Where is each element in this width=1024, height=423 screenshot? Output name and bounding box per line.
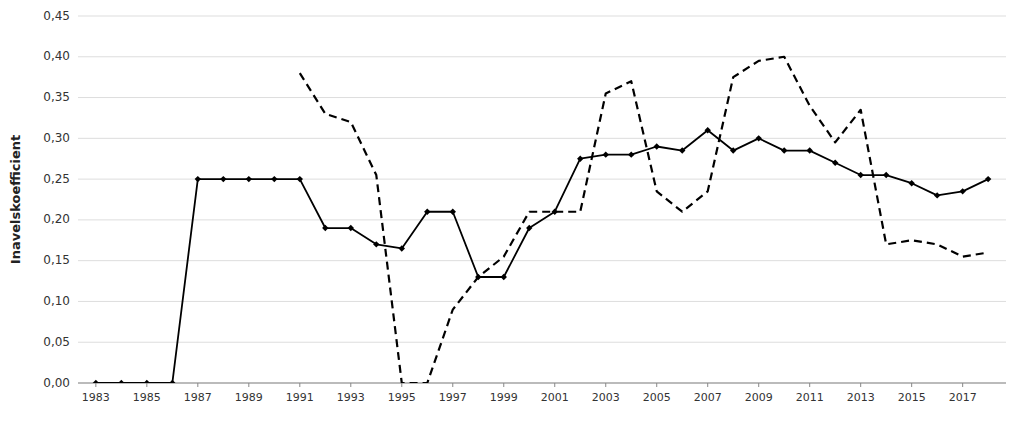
x-tick (911, 383, 912, 387)
series-marker (756, 135, 762, 141)
series-marker (603, 151, 609, 157)
grid-line (78, 383, 1006, 384)
x-tick (452, 383, 453, 387)
series-marker (195, 176, 201, 182)
series-marker (450, 209, 456, 215)
x-tick-label: 1993 (337, 391, 365, 404)
x-tick-label: 2001 (541, 391, 569, 404)
series-marker (348, 225, 354, 231)
series-marker (857, 172, 863, 178)
x-tick (299, 383, 300, 387)
series-marker (271, 176, 277, 182)
series-marker (654, 143, 660, 149)
x-tick-label: 1985 (133, 391, 161, 404)
series-marker (628, 151, 634, 157)
series-marker (908, 180, 914, 186)
chart: 0,00 0,05 0,10 0,15 0,20 0,25 0,30 0,35 0,40 0,45… (0, 0, 1024, 423)
x-tick (248, 383, 249, 387)
series-marker (297, 176, 303, 182)
x-tick (605, 383, 606, 387)
x-tick (707, 383, 708, 387)
series-marker (424, 209, 430, 215)
axes: 0,00 0,05 0,10 0,15 0,20 0,25 0,30 0,35 0,40 0,45… (43, 9, 1006, 405)
x-tick-label: 1999 (490, 391, 518, 404)
grid-line (78, 56, 1006, 57)
x-tick (656, 383, 657, 387)
x-tick-label: 2005 (643, 391, 671, 404)
grid-line (78, 301, 1006, 302)
series-marker (246, 176, 252, 182)
x-tick-label: 1995 (388, 391, 416, 404)
y-tick-label: 0,10 (43, 294, 70, 308)
series-marker (577, 156, 583, 162)
x-tick-label: 1997 (439, 391, 467, 404)
y-tick-label: 0,45 (43, 9, 70, 23)
x-tick-label: 1991 (286, 391, 314, 404)
series-marker (93, 380, 99, 383)
series-marker (985, 176, 991, 182)
x-tick-label: 2007 (694, 391, 722, 404)
series-marker (679, 147, 685, 153)
x-tick-label: 2015 (898, 391, 926, 404)
series-marker (781, 147, 787, 153)
y-tick-label: 0,25 (43, 172, 70, 186)
grid-line (78, 16, 1006, 17)
x-tick-label: 1987 (184, 391, 212, 404)
series-line (96, 130, 988, 383)
series-marker (959, 188, 965, 194)
x-tick-label: 2017 (949, 391, 977, 404)
y-tick-label: 0,40 (43, 49, 70, 63)
x-tick-label: 2009 (745, 391, 773, 404)
series-marker (475, 274, 481, 280)
series-marker (806, 147, 812, 153)
series-marker (169, 380, 175, 383)
x-tick-label: 1989 (235, 391, 263, 404)
series-marker (730, 147, 736, 153)
x-tick (350, 383, 351, 387)
grid-line (78, 260, 1006, 261)
series-marker (526, 225, 532, 231)
series-marker (373, 241, 379, 247)
series-marker (399, 245, 405, 251)
series-marker (322, 225, 328, 231)
series-marker (118, 380, 124, 383)
series-marker (501, 274, 507, 280)
y-tick-label: 0,35 (43, 90, 70, 104)
plot-area (93, 57, 992, 383)
series-marker (220, 176, 226, 182)
x-tick (95, 383, 96, 387)
y-tick-label: 0,00 (43, 376, 70, 390)
series-marker (883, 172, 889, 178)
x-tick (197, 383, 198, 387)
series-marker (144, 380, 150, 383)
x-tick (146, 383, 147, 387)
x-tick-label: 2003 (592, 391, 620, 404)
series-line (300, 57, 988, 383)
x-tick (554, 383, 555, 387)
x-tick-label: 1983 (82, 391, 110, 404)
y-tick-label: 0,30 (43, 131, 70, 145)
y-axis-label: Inavelskoefficient (8, 135, 23, 264)
x-axis-line (78, 383, 1006, 384)
grid-line (78, 97, 1006, 98)
series-marker (552, 209, 558, 215)
x-tick (401, 383, 402, 387)
x-tick-label: 2011 (796, 391, 824, 404)
y-tick-label: 0,15 (43, 253, 70, 267)
series-marker (934, 192, 940, 198)
grid-line (78, 342, 1006, 343)
grid (78, 16, 1006, 383)
x-tick (860, 383, 861, 387)
x-tick-label: 2013 (847, 391, 875, 404)
y-tick-label: 0,20 (43, 212, 70, 226)
x-tick (962, 383, 963, 387)
y-tick-label: 0,05 (43, 335, 70, 349)
x-tick (809, 383, 810, 387)
x-tick (503, 383, 504, 387)
series-marker (832, 160, 838, 166)
series-marker (705, 127, 711, 133)
x-tick (758, 383, 759, 387)
